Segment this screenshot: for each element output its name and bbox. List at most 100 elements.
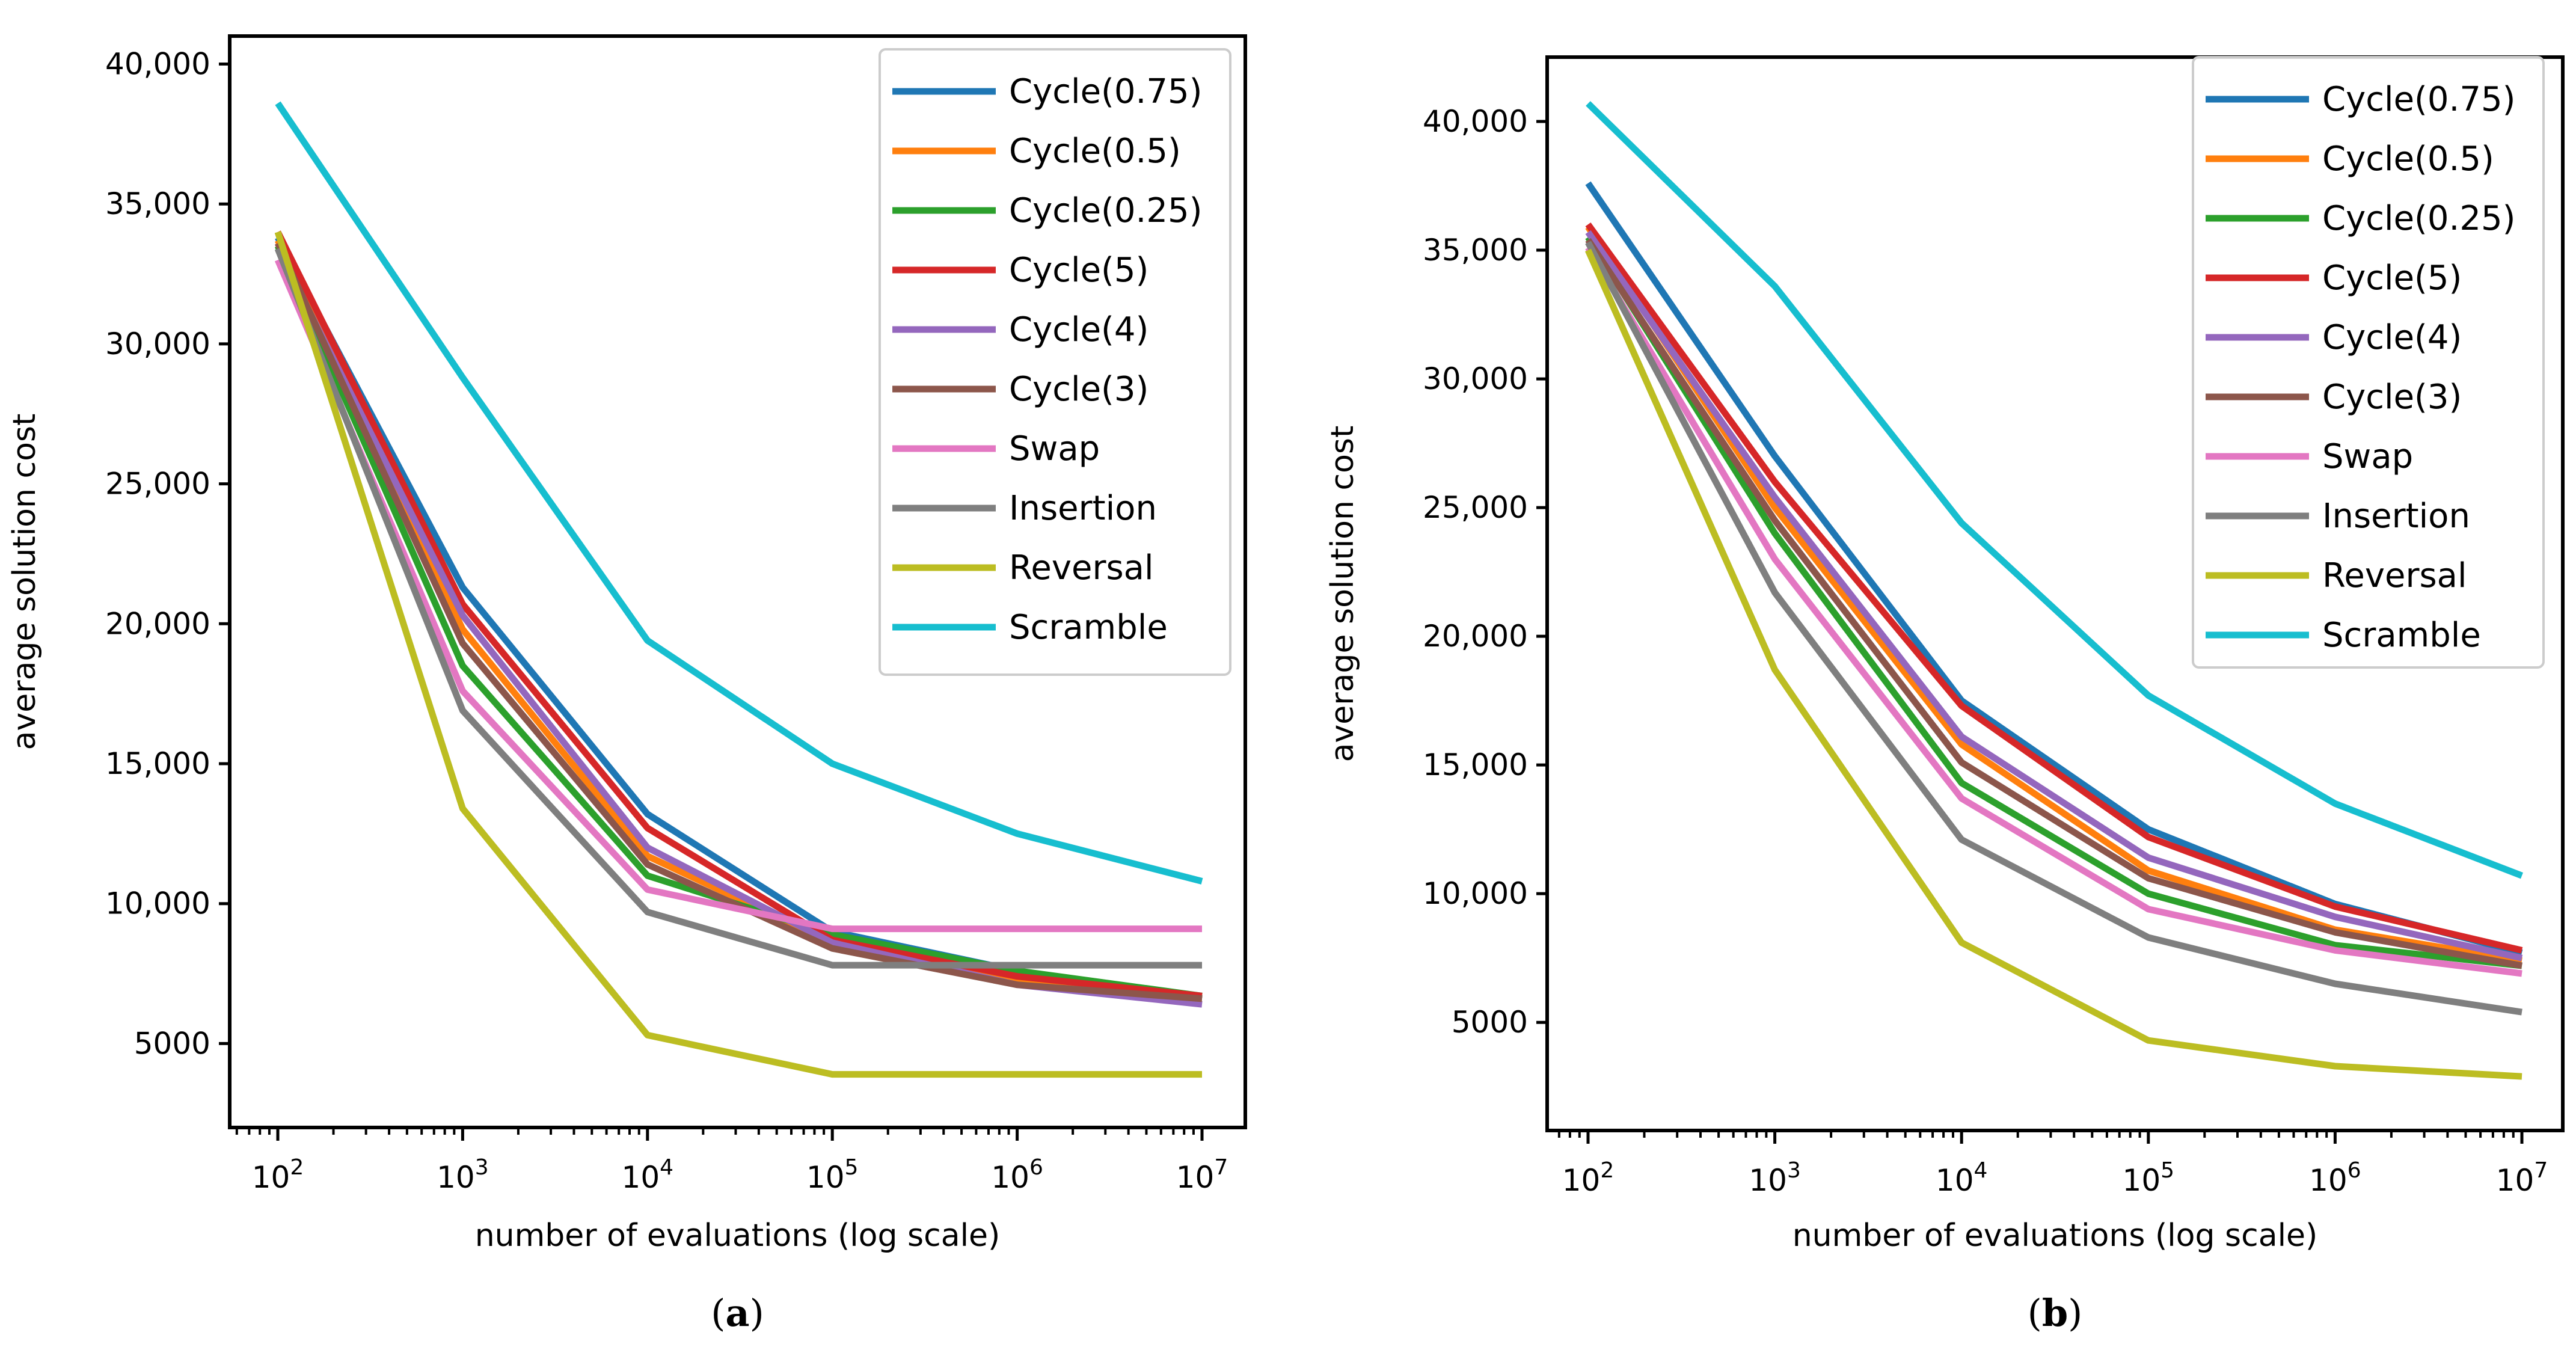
panel-label-letter: a bbox=[725, 1291, 749, 1335]
x-tick-exponent: 6 bbox=[2348, 1158, 2361, 1183]
x-tick-label: 104 bbox=[1936, 1158, 1988, 1198]
x-axis-label: number of evaluations (log scale) bbox=[1792, 1218, 2318, 1254]
series-line-cycle-5 bbox=[275, 230, 1203, 999]
x-tick-base: 10 bbox=[252, 1160, 290, 1195]
series-group bbox=[1584, 101, 2523, 1080]
series-line-swap bbox=[274, 259, 1202, 933]
x-tick-exponent: 6 bbox=[1029, 1155, 1043, 1180]
y-tick-label: 10,000 bbox=[1423, 876, 1528, 911]
x-tick-exponent: 4 bbox=[660, 1155, 673, 1180]
series-line-reversal bbox=[274, 231, 1202, 1078]
y-axis-label: average solution cost bbox=[1325, 426, 1361, 762]
y-tick-label: 30,000 bbox=[105, 327, 210, 361]
legend-label: Swap bbox=[2322, 437, 2413, 476]
y-tick-label: 40,000 bbox=[105, 47, 210, 82]
x-tick-base: 10 bbox=[1749, 1163, 1787, 1198]
series-line-cycle-0-25 bbox=[1585, 235, 2522, 969]
x-tick-label: 105 bbox=[2123, 1158, 2175, 1198]
series-line-reversal bbox=[1584, 248, 2522, 1080]
x-tick-label: 106 bbox=[991, 1155, 1043, 1195]
legend-label: Cycle(0.25) bbox=[1009, 191, 1202, 230]
y-tick-label: 30,000 bbox=[1423, 361, 1528, 396]
x-axis: 102 103 104 105 106 107 bbox=[1557, 1131, 2548, 1198]
x-tick-exponent: 7 bbox=[1214, 1155, 1228, 1180]
x-tick-label: 107 bbox=[1176, 1155, 1228, 1195]
y-tick-label: 10,000 bbox=[105, 886, 210, 921]
y-tick-label: 35,000 bbox=[105, 186, 210, 221]
y-tick-label: 25,000 bbox=[1423, 490, 1528, 525]
x-tick-label: 103 bbox=[1749, 1158, 1801, 1198]
x-tick-label: 103 bbox=[437, 1155, 489, 1195]
x-tick-base: 10 bbox=[2123, 1163, 2161, 1198]
y-tick-label: 25,000 bbox=[105, 467, 210, 502]
legend-label: Cycle(0.75) bbox=[1009, 72, 1202, 111]
x-tick-label: 107 bbox=[2496, 1158, 2548, 1198]
legend-label: Cycle(0.75) bbox=[2322, 80, 2515, 119]
x-tick-exponent: 3 bbox=[475, 1155, 489, 1180]
series-line-cycle-4 bbox=[1585, 230, 2523, 962]
legend-label: Insertion bbox=[1009, 489, 1157, 528]
legend: Cycle(0.75) Cycle(0.5) Cycle(0.25) Cycle(5)… bbox=[879, 48, 1231, 676]
legend-label: Swap bbox=[1009, 429, 1100, 468]
y-axis: 5000 10,000 15,000 20,000 25,000 30,000 35,000… bbox=[1423, 104, 1547, 1040]
series-line-cycle-3 bbox=[1585, 238, 2522, 969]
legend-label: Cycle(0.5) bbox=[1009, 132, 1181, 171]
legend-label: Scramble bbox=[1009, 608, 1168, 647]
y-tick-label: 40,000 bbox=[1423, 104, 1528, 139]
y-tick-label: 20,000 bbox=[1423, 619, 1528, 654]
series-line-insertion bbox=[1585, 241, 2522, 1016]
series-line-scramble bbox=[275, 101, 1203, 885]
x-tick-base: 10 bbox=[2309, 1163, 2348, 1198]
series-line-swap bbox=[1585, 245, 2522, 977]
legend-label: Cycle(5) bbox=[2322, 259, 2462, 298]
y-tick-label: 15,000 bbox=[1423, 747, 1528, 782]
chart-panel-b: 5000 10,000 15,000 20,000 25,000 30,000 35,000… bbox=[1325, 55, 2565, 1335]
legend-label: Cycle(0.25) bbox=[2322, 199, 2515, 238]
panel-label-letter: b bbox=[2042, 1291, 2068, 1335]
x-tick-exponent: 7 bbox=[2534, 1158, 2548, 1183]
legend-box bbox=[879, 48, 1231, 676]
x-tick-exponent: 2 bbox=[290, 1155, 304, 1180]
x-axis: 102 103 104 105 106 107 bbox=[235, 1127, 1228, 1195]
plot-frame bbox=[1545, 55, 2565, 1132]
legend-label: Cycle(4) bbox=[2322, 318, 2462, 357]
x-tick-exponent: 4 bbox=[1974, 1158, 1988, 1183]
x-tick-base: 10 bbox=[1562, 1163, 1601, 1198]
series-line-insertion bbox=[274, 247, 1202, 969]
y-tick-label: 5000 bbox=[1452, 1005, 1528, 1040]
chart-panel-a: 5000 10,000 15,000 20,000 25,000 30,000 35,000… bbox=[7, 34, 1247, 1335]
x-tick-base: 10 bbox=[622, 1160, 660, 1195]
x-tick-label: 102 bbox=[252, 1155, 304, 1195]
x-tick-label: 104 bbox=[622, 1155, 674, 1195]
legend-label: Cycle(5) bbox=[1009, 251, 1148, 290]
panel-label-paren: ( bbox=[2028, 1291, 2042, 1335]
legend: Cycle(0.75) Cycle(0.5) Cycle(0.25) Cycle(5)… bbox=[2192, 56, 2545, 669]
series-line-cycle-5 bbox=[1585, 222, 2523, 954]
y-axis-label: average solution cost bbox=[7, 414, 43, 750]
panel-label-paren: ) bbox=[750, 1291, 764, 1335]
y-tick-label: 15,000 bbox=[105, 746, 210, 781]
plot-frame bbox=[228, 34, 1247, 1129]
x-tick-base: 10 bbox=[991, 1160, 1029, 1195]
legend-label: Scramble bbox=[2322, 616, 2481, 655]
x-tick-base: 10 bbox=[437, 1160, 475, 1195]
series-line-scramble bbox=[1586, 101, 2523, 879]
x-axis-label: number of evaluations (log scale) bbox=[475, 1218, 1001, 1254]
panel-label: (a) bbox=[711, 1291, 764, 1335]
x-tick-base: 10 bbox=[2496, 1163, 2535, 1198]
legend-label: Cycle(4) bbox=[1009, 310, 1148, 349]
panel-label-paren: ( bbox=[711, 1291, 725, 1335]
x-tick-base: 10 bbox=[806, 1160, 845, 1195]
y-tick-label: 20,000 bbox=[105, 606, 210, 641]
legend-label: Cycle(3) bbox=[2322, 378, 2462, 417]
x-tick-exponent: 2 bbox=[1600, 1158, 1614, 1183]
x-tick-exponent: 3 bbox=[1787, 1158, 1801, 1183]
legend-label: Reversal bbox=[1009, 548, 1154, 587]
panel-label-paren: ) bbox=[2068, 1291, 2082, 1335]
x-tick-exponent: 5 bbox=[2160, 1158, 2174, 1183]
y-tick-label: 35,000 bbox=[1423, 233, 1528, 268]
legend-label: Cycle(3) bbox=[1009, 370, 1148, 409]
y-tick-label: 5000 bbox=[134, 1026, 210, 1061]
